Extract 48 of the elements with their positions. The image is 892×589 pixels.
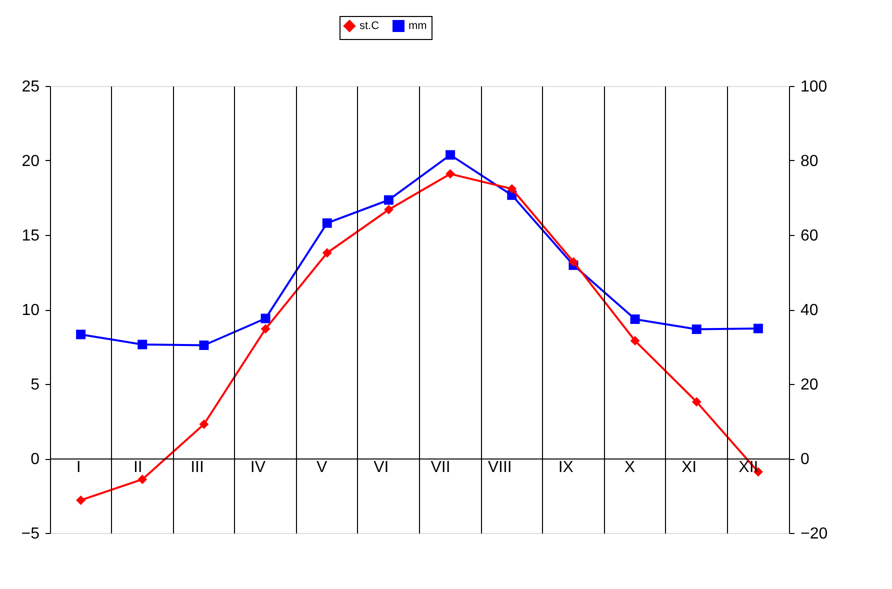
point: [322, 218, 332, 228]
point: [384, 195, 394, 205]
y-tick-label: 20: [22, 153, 40, 170]
x-tick-label: VIII: [488, 459, 512, 476]
point: [384, 204, 394, 214]
point: [76, 330, 86, 340]
point: [568, 257, 578, 267]
y2-tick-label: 60: [800, 228, 818, 244]
x-tick-label: IX: [558, 459, 574, 476]
point: [630, 336, 640, 346]
y-tick-label: 15: [22, 228, 40, 244]
point: [322, 248, 332, 258]
point: [446, 169, 456, 179]
point: [692, 397, 702, 407]
y-tick-label: 0: [30, 451, 40, 468]
y-tick-label: 25: [22, 78, 40, 96]
y-tick-label: 5: [30, 376, 40, 394]
x-tick-label: VI: [374, 459, 389, 476]
legend-label: st.C: [360, 20, 380, 32]
y2-tick-label: 0: [800, 451, 810, 468]
point: [630, 314, 640, 324]
point: [692, 324, 702, 334]
y2-tick-label: 40: [800, 302, 818, 319]
x-tick-label: VII: [430, 459, 450, 476]
point: [260, 324, 270, 334]
legend-label: mm: [408, 20, 427, 32]
point: [753, 324, 763, 334]
point: [446, 150, 456, 160]
y-tick-label: −5: [21, 526, 40, 542]
x-tick-label: XI: [682, 459, 697, 476]
x-tick-label: II: [133, 459, 142, 476]
point: [199, 340, 209, 350]
point: [260, 314, 270, 324]
point: [138, 474, 148, 484]
point: [507, 184, 517, 194]
x-tick-label: X: [624, 459, 636, 476]
y-tick-label: 10: [22, 302, 40, 319]
y2-tick-label: 80: [800, 153, 818, 170]
y2-tick-label: 100: [800, 78, 828, 96]
x-tick-label: I: [76, 459, 81, 476]
y2-tick-label: −20: [800, 526, 828, 542]
y2-tick-label: 20: [800, 376, 818, 394]
x-tick-label: V: [316, 459, 328, 476]
point: [76, 495, 86, 505]
x-tick-label: IV: [250, 459, 266, 476]
point: [138, 340, 148, 350]
point: [199, 419, 209, 429]
x-tick-label: III: [190, 459, 204, 476]
